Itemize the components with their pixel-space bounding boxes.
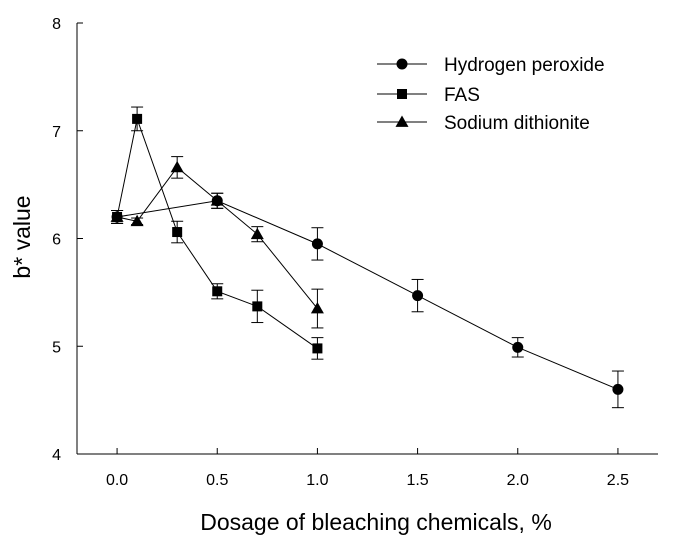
hydrogen-peroxide-point (412, 290, 424, 302)
legend: Hydrogen peroxide FAS Sodium dithionite (377, 55, 605, 134)
sodium-dithionite-point (170, 160, 184, 173)
y-axis: 4 5 6 7 8 (52, 16, 83, 464)
series-layer (110, 106, 624, 409)
x-axis: 0.0 0.5 1.0 1.5 2.0 2.5 (106, 448, 629, 489)
hydrogen-peroxide-point (512, 341, 524, 353)
sodium-dithionite-line (116, 166, 318, 309)
series-hydrogen-peroxide (111, 192, 624, 409)
fas-point (252, 301, 263, 312)
hydrogen-peroxide-point (612, 383, 624, 395)
x-tick-label: 2.0 (507, 472, 529, 489)
plot-frame (76, 23, 658, 455)
legend-marker-sodium-dithionite (395, 115, 409, 127)
legend-label-fas: FAS (444, 85, 480, 106)
sodium-dithionite-point (110, 210, 124, 222)
y-tick-label: 7 (52, 124, 61, 141)
x-tick-label: 1.5 (406, 472, 428, 489)
y-tick-label: 8 (52, 16, 61, 33)
series-sodium-dithionite (110, 156, 324, 329)
x-tick-label: 2.5 (607, 472, 629, 489)
fas-point (312, 343, 323, 354)
y-tick-label: 5 (52, 339, 61, 356)
fas-line (116, 117, 318, 349)
fas-point (212, 286, 223, 297)
y-tick-label: 6 (52, 232, 61, 249)
x-tick-label: 1.0 (306, 472, 328, 489)
sodium-dithionite-point (310, 302, 324, 314)
fas-point (172, 227, 183, 238)
sodium-dithionite-point (130, 214, 144, 227)
legend-marker-fas (397, 89, 407, 99)
sodium-dithionite-point (250, 227, 264, 240)
x-tick-label: 0.5 (206, 472, 228, 489)
fas-point (132, 113, 143, 124)
legend-label-sodium-dithionite: Sodium dithionite (444, 113, 590, 134)
x-tick-label: 0.0 (106, 472, 128, 489)
hydrogen-peroxide-point (311, 238, 323, 250)
sodium-dithionite-point (210, 194, 224, 206)
legend-label-hydrogen-peroxide: Hydrogen peroxide (444, 55, 605, 76)
legend-marker-hydrogen-peroxide (396, 58, 408, 70)
hydrogen-peroxide-line (116, 200, 619, 390)
y-axis-title: b* value (9, 195, 35, 278)
x-axis-title: Dosage of bleaching chemicals, % (200, 509, 552, 535)
y-tick-label: 4 (52, 447, 61, 464)
